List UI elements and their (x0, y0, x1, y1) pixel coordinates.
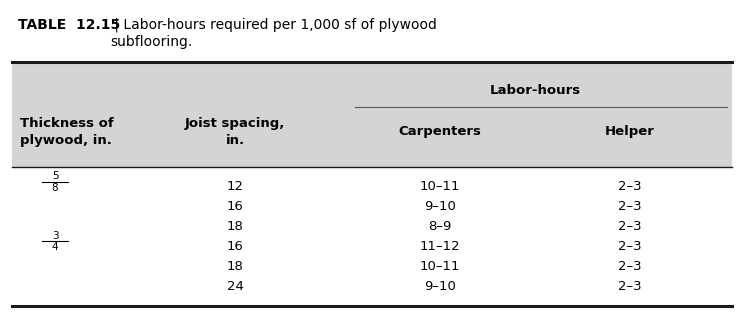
Text: 2–3: 2–3 (618, 180, 642, 193)
FancyBboxPatch shape (12, 62, 732, 167)
Text: 11–12: 11–12 (420, 240, 461, 253)
Text: 5: 5 (51, 171, 58, 181)
Text: TABLE  12.15: TABLE 12.15 (18, 18, 121, 32)
Text: 10–11: 10–11 (420, 180, 461, 193)
Text: 16: 16 (227, 240, 243, 253)
Text: 2–3: 2–3 (618, 280, 642, 293)
Text: 2–3: 2–3 (618, 240, 642, 253)
Text: Labor-hours: Labor-hours (490, 84, 580, 97)
Text: 18: 18 (227, 260, 243, 273)
Text: 12: 12 (226, 180, 243, 193)
FancyBboxPatch shape (12, 167, 732, 306)
Text: 2–3: 2–3 (618, 220, 642, 233)
Text: 8–9: 8–9 (429, 220, 452, 233)
Text: 24: 24 (227, 280, 243, 293)
Text: 18: 18 (227, 220, 243, 233)
Text: 2–3: 2–3 (618, 260, 642, 273)
Text: Thickness of
plywood, in.: Thickness of plywood, in. (20, 117, 114, 147)
Text: 9–10: 9–10 (424, 200, 456, 213)
Text: Joist spacing,
in.: Joist spacing, in. (185, 117, 285, 147)
Text: 4: 4 (51, 242, 58, 252)
Text: 3: 3 (51, 231, 58, 241)
Text: 2–3: 2–3 (618, 200, 642, 213)
Text: Carpenters: Carpenters (399, 125, 481, 138)
Text: 8: 8 (51, 183, 58, 193)
Text: 9–10: 9–10 (424, 280, 456, 293)
Text: | Labor-hours required per 1,000 sf of plywood
subflooring.: | Labor-hours required per 1,000 sf of p… (110, 18, 437, 49)
Text: 10–11: 10–11 (420, 260, 461, 273)
Text: 16: 16 (227, 200, 243, 213)
Text: Helper: Helper (605, 125, 655, 138)
